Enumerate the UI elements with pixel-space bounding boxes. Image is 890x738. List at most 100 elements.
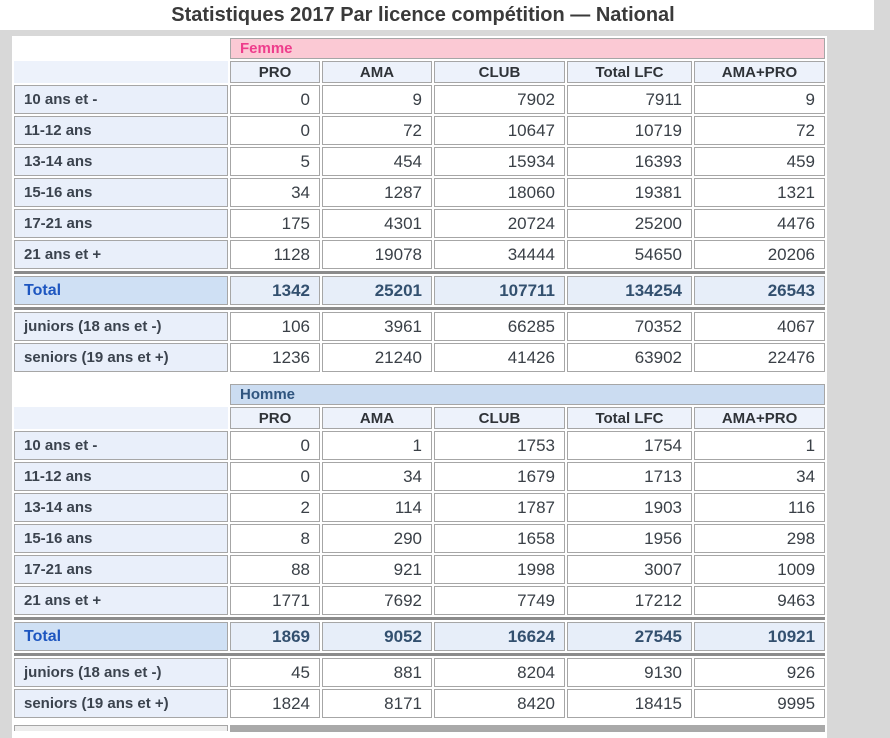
value-cell: 106	[230, 312, 320, 341]
age-row: 15-16 ans 34 1287 18060 19381 1321	[14, 178, 825, 207]
value-cell: 1713	[567, 462, 692, 491]
value-cell: 8	[230, 524, 320, 553]
value-cell: 921	[322, 555, 432, 584]
column-header-ama: AMA	[322, 61, 432, 83]
row-label: 15-16 ans	[14, 178, 228, 207]
value-cell: 9995	[694, 689, 826, 718]
row-label: 15-16 ans	[14, 524, 228, 553]
value-cell: 16393	[567, 147, 692, 176]
thick-separator	[14, 617, 826, 620]
value-cell: 22476	[694, 343, 825, 372]
value-cell: 9130	[567, 658, 692, 687]
value-cell: 4301	[322, 209, 432, 238]
value-cell: 175	[230, 209, 320, 238]
row-label: 10 ans et -	[14, 431, 228, 460]
value-cell: 1321	[694, 178, 825, 207]
summary-row: juniors (18 ans et -) 45 881 8204 9130 926	[14, 658, 826, 687]
value-cell: 15934	[434, 147, 565, 176]
value-cell: 72	[694, 116, 825, 145]
value-cell: 0	[230, 116, 320, 145]
row-label: 17-21 ans	[14, 555, 228, 584]
banner-spacer-cell	[14, 384, 228, 405]
value-cell: 25201	[322, 276, 432, 305]
column-header-total-lfc: Total LFC	[567, 61, 692, 83]
row-label: 13-14 ans	[14, 147, 228, 176]
column-header-total-lfc: Total LFC	[567, 407, 692, 429]
value-cell: 1753	[434, 431, 565, 460]
value-cell: 1658	[434, 524, 565, 553]
next-table-banner	[230, 725, 825, 732]
value-cell: 27545	[567, 622, 692, 651]
row-label: 11-12 ans	[14, 462, 228, 491]
row-label: seniors (19 ans et +)	[14, 343, 228, 372]
title-bar: Statistiques 2017 Par licence compétitio…	[0, 0, 874, 30]
value-cell: 34	[230, 178, 320, 207]
value-cell: 21240	[322, 343, 432, 372]
summary-row: juniors (18 ans et -) 106 3961 66285 70352 40…	[14, 312, 825, 341]
row-label: 17-21 ans	[14, 209, 228, 238]
value-cell: 34444	[434, 240, 565, 269]
value-cell: 19381	[567, 178, 692, 207]
next-table-label-cell	[14, 725, 228, 731]
value-cell: 2	[230, 493, 320, 522]
value-cell: 88	[230, 555, 320, 584]
table-banner-row: Femme	[14, 38, 825, 59]
value-cell: 1287	[322, 178, 432, 207]
value-cell: 0	[230, 85, 320, 114]
value-cell: 34	[322, 462, 432, 491]
age-row: 13-14 ans 5 454 15934 16393 459	[14, 147, 825, 176]
value-cell: 107711	[434, 276, 565, 305]
value-cell: 4476	[694, 209, 825, 238]
value-cell: 45	[230, 658, 320, 687]
row-label: 13-14 ans	[14, 493, 228, 522]
page-title: Statistiques 2017 Par licence compétitio…	[171, 3, 675, 26]
value-cell: 8171	[322, 689, 432, 718]
value-cell: 9052	[322, 622, 432, 651]
separator-cell	[14, 271, 825, 274]
age-row: 11-12 ans 0 34 1679 1713 34	[14, 462, 826, 491]
value-cell: 25200	[567, 209, 692, 238]
value-cell: 3961	[322, 312, 432, 341]
table-banner-homme: Homme	[230, 384, 826, 405]
value-cell: 10719	[567, 116, 692, 145]
value-cell: 20724	[434, 209, 565, 238]
value-cell: 54650	[567, 240, 692, 269]
column-header-row: PRO AMA CLUB Total LFC AMA+PRO	[14, 61, 825, 83]
row-label: seniors (19 ans et +)	[14, 689, 228, 718]
value-cell: 8204	[434, 658, 565, 687]
value-cell: 1956	[567, 524, 692, 553]
value-cell: 114	[322, 493, 432, 522]
value-cell: 1787	[434, 493, 565, 522]
next-table-peek	[12, 725, 827, 732]
row-label: 21 ans et +	[14, 240, 228, 269]
row-label: 11-12 ans	[14, 116, 228, 145]
age-row: 13-14 ans 2 114 1787 1903 116	[14, 493, 826, 522]
thick-separator	[14, 271, 825, 274]
value-cell: 0	[230, 431, 320, 460]
row-label: 21 ans et +	[14, 586, 228, 615]
row-label: 10 ans et -	[14, 85, 228, 114]
value-cell: 1824	[230, 689, 320, 718]
value-cell: 72	[322, 116, 432, 145]
value-cell: 1	[322, 431, 432, 460]
value-cell: 19078	[322, 240, 432, 269]
value-cell: 926	[694, 658, 826, 687]
separator-cell	[14, 307, 825, 310]
value-cell: 290	[322, 524, 432, 553]
value-cell: 7902	[434, 85, 565, 114]
total-row: Total 1869 9052 16624 27545 10921	[14, 622, 826, 651]
column-header-ama: AMA	[322, 407, 432, 429]
value-cell: 1679	[434, 462, 565, 491]
value-cell: 4067	[694, 312, 825, 341]
value-cell: 1009	[694, 555, 826, 584]
value-cell: 1903	[567, 493, 692, 522]
value-cell: 1869	[230, 622, 320, 651]
value-cell: 17212	[567, 586, 692, 615]
value-cell: 41426	[434, 343, 565, 372]
header-spacer-cell	[14, 407, 228, 429]
value-cell: 1998	[434, 555, 565, 584]
value-cell: 1771	[230, 586, 320, 615]
value-cell: 9	[322, 85, 432, 114]
column-header-row: PRO AMA CLUB Total LFC AMA+PRO	[14, 407, 826, 429]
thick-separator	[14, 307, 825, 310]
